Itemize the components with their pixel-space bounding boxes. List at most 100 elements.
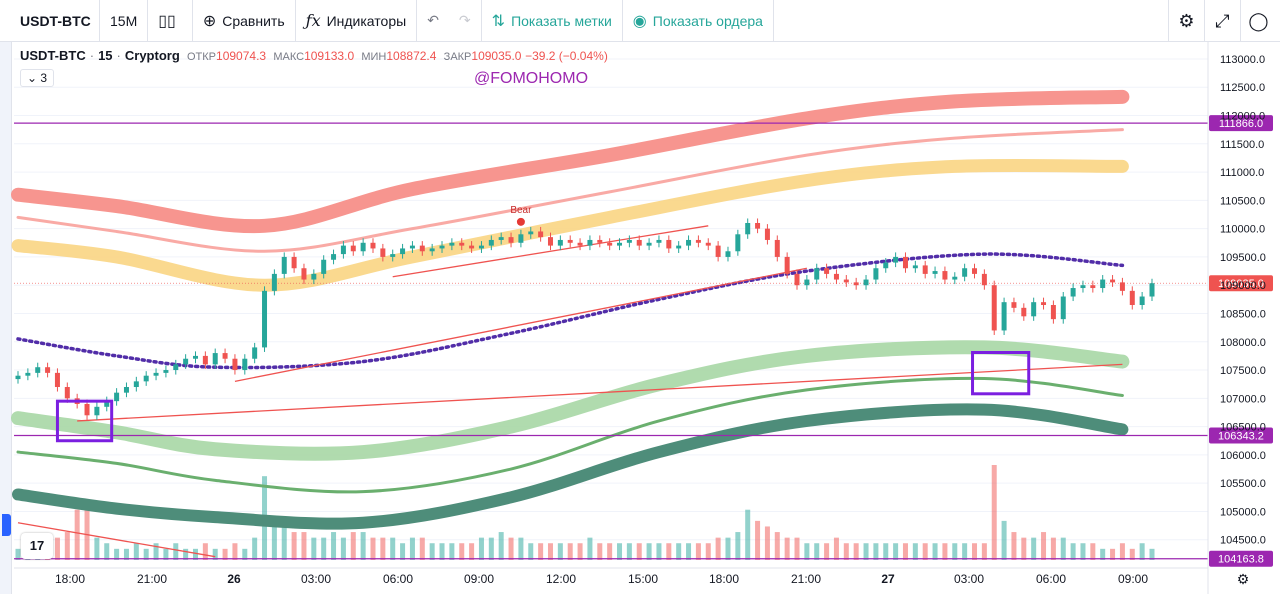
candle-body [321,259,327,274]
candle-body [469,245,475,249]
highlight-box[interactable] [55,399,114,443]
trendline[interactable] [17,522,216,558]
undo-button[interactable]: ↶ [417,0,449,42]
volume-bar [15,548,21,560]
candle-body [54,372,60,388]
symbol-search-button[interactable]: USDT-BTC [0,0,100,42]
candle-body [252,347,258,359]
time-tick-label: 06:00 [383,572,413,586]
show-orders-button[interactable]: ◉ Показать ордера [623,0,774,42]
candle-body [192,355,198,359]
price-tick-label: 112500.0 [1220,82,1265,94]
volume-bar [143,548,149,560]
redo-button[interactable]: ↷ [449,0,482,42]
candle-body [222,353,228,359]
chevron-down-icon: ⌄ [27,71,38,85]
candle-body [1080,285,1086,289]
candle-body [764,228,770,240]
orange-band [11,158,1129,292]
candle-body [311,273,317,280]
level-label-box [1209,115,1273,132]
upper-band-thick [11,89,1130,234]
candle-body [331,254,337,260]
volume-bar [567,543,573,560]
volume-bar [883,543,889,560]
snapshot-button[interactable]: ◯ [1240,0,1276,42]
candles [15,218,1155,420]
compare-button[interactable]: ⊕ Сравнить [193,0,296,42]
price-tick-label: 112000.0 [1220,111,1265,123]
volume-bar [962,543,968,560]
time-tick-label: 06:00 [1036,572,1066,586]
candle-body [1050,305,1056,320]
time-tick-label: 21:00 [791,572,821,586]
dotted-moving-average [16,252,1125,370]
candle-body [1060,296,1066,320]
volume-bar [1129,548,1135,560]
tradingview-logo[interactable]: 17 [21,533,53,559]
volume-bar [123,548,129,560]
volume-bar [469,543,475,560]
volume-bar [942,543,948,560]
watermark-text: @FOMOHOMO [474,70,589,87]
candle-body [84,403,90,416]
volume-bar [163,548,169,560]
indicators-button[interactable]: ƒx Индикаторы [296,0,418,42]
trendlines[interactable] [17,225,1123,558]
volume-bar [1021,537,1027,560]
candle-body [902,256,908,269]
indicators-toggle[interactable]: ⌄ 3 [20,69,55,87]
volume-bar [528,543,534,560]
volume-bar [833,537,839,560]
candle-body [774,239,780,257]
price-tick-label: 108500.0 [1220,308,1266,320]
volume-bar [597,543,603,560]
show-orders-label: Показать ордера [652,12,763,29]
candle-body [1110,279,1116,283]
candle-body [991,285,997,331]
highlight-box[interactable] [971,351,1031,396]
candle-body [972,268,978,274]
candle-body [656,239,662,243]
volume-bar [952,543,958,560]
candle-body [784,256,790,274]
volume-bar [538,543,544,560]
horizontal-levels[interactable]: 111866.0 106343.2 104163.8 109035.0 [14,115,1273,567]
fullscreen-button[interactable]: ⤢ [1204,0,1240,42]
price-tick-label: 104500.0 [1220,535,1266,547]
candle-body [1011,302,1017,308]
price-tick-label: 105500.0 [1220,478,1266,490]
trendline[interactable] [77,363,1123,422]
target-icon: ◉ [632,12,647,30]
chart-type-button[interactable]: ▯▯ [148,0,193,42]
volume-bar [114,548,120,560]
trendline[interactable] [392,225,709,278]
candle-body [94,406,100,416]
volume-bar [1031,537,1037,560]
candle-body [695,239,701,243]
volume-bar [873,543,879,560]
toolbar-collapse-tab[interactable] [2,514,11,536]
time-tick-label: 03:00 [301,572,331,586]
candle-body [400,248,406,255]
candle-body [981,273,987,286]
interval-button[interactable]: 15М [100,0,149,42]
trendline[interactable] [234,267,807,382]
candle-body [922,265,928,274]
axis-settings-icon[interactable]: ⚙ [1237,571,1250,587]
volume-bar [745,509,751,560]
candle-body [952,276,958,280]
volume-bar [784,537,790,560]
volume-bar [863,543,869,560]
highlight-boxes[interactable] [55,351,1031,443]
settings-button[interactable]: ⚙ [1168,0,1204,42]
price-tick-label: 109000.0 [1220,280,1266,292]
volume-bar [74,509,80,560]
show-marks-button[interactable]: ⇅ Показать метки [482,0,623,42]
time-axis[interactable]: 18:00 21:00 26 03:00 06:00 09:00 12:00 15:00 18:… [14,567,1250,587]
volume-bar [301,532,307,560]
price-axis[interactable]: 113000.0 112500.0 112000.0 111500.0 111000.0… [1207,42,1266,594]
candle-body [459,242,465,246]
candle-body [1031,302,1037,317]
